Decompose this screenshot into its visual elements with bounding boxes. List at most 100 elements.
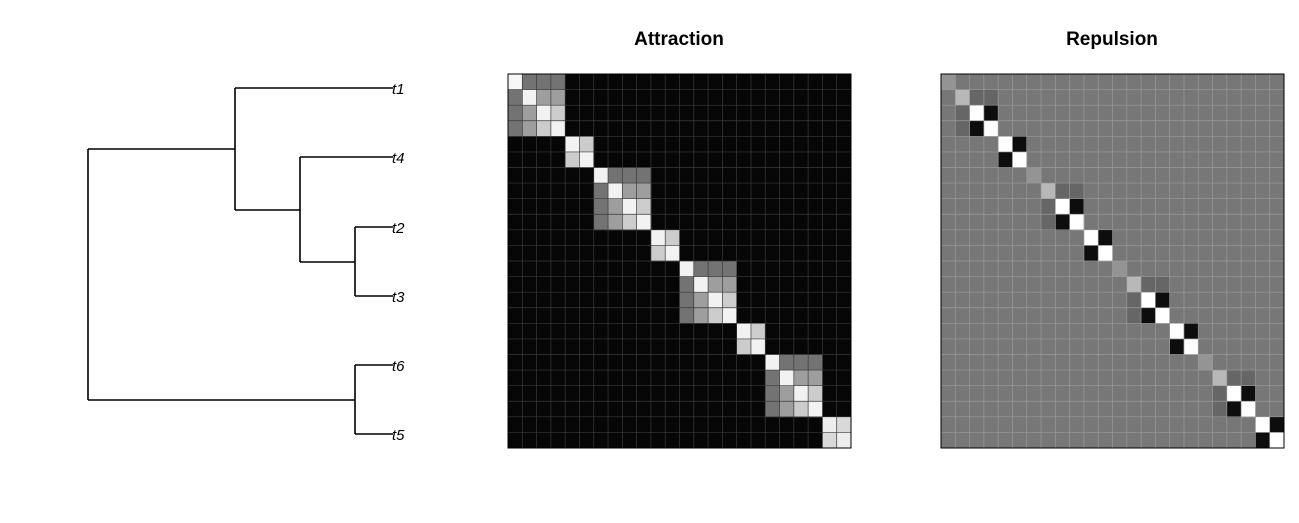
heatmap-cell <box>593 167 609 184</box>
heatmap-cell <box>955 89 970 106</box>
heatmap-cell <box>983 89 999 106</box>
heatmap-cell <box>1098 245 1113 262</box>
heatmap-cell <box>765 385 780 402</box>
heatmap-cell <box>808 401 823 418</box>
heatmap-cell <box>808 370 823 386</box>
heatmap-cell <box>508 74 523 90</box>
heatmap-cell <box>579 136 595 153</box>
heatmap-cell <box>650 245 666 262</box>
heatmap-cell <box>1126 292 1142 309</box>
tip-label-t4: t4 <box>392 150 405 167</box>
heatmap-cell <box>1041 214 1056 231</box>
tip-label-t1: t1 <box>392 81 405 98</box>
heatmap-cell <box>593 198 609 215</box>
heatmap-cell <box>1098 229 1113 246</box>
heatmap-cell <box>822 416 838 433</box>
heatmap-cell <box>550 89 566 106</box>
heatmap-cell <box>1112 261 1128 277</box>
heatmap-cell <box>636 214 652 231</box>
heatmap-cell <box>1041 198 1056 215</box>
heatmap-cell <box>1141 292 1156 309</box>
heatmap-cell <box>1069 214 1085 231</box>
heatmap-cell <box>1026 167 1042 184</box>
heatmap-cell <box>793 385 809 402</box>
heatmap-cell <box>650 229 666 246</box>
heatmap-cell <box>1055 214 1070 231</box>
heatmap-cell <box>1169 338 1185 355</box>
heatmap-cell <box>636 198 652 215</box>
attraction-title: Attraction <box>634 29 724 50</box>
heatmap-cell <box>565 151 580 168</box>
heatmap-cell <box>1212 370 1228 386</box>
heatmap-cell <box>1083 229 1099 246</box>
heatmap-cell <box>969 105 985 122</box>
heatmap-cell <box>636 183 652 199</box>
heatmap-cell <box>722 292 737 309</box>
heatmap-cell <box>1126 276 1142 293</box>
heatmap-cell <box>1069 183 1085 199</box>
heatmap-cell <box>1212 401 1228 418</box>
heatmap-cell <box>1055 198 1070 215</box>
heatmap-cell <box>808 385 823 402</box>
heatmap-cell <box>1226 401 1242 418</box>
heatmap-cell <box>536 105 552 122</box>
heatmap-cell <box>779 401 795 418</box>
heatmap-cell <box>765 354 780 371</box>
heatmap-cell <box>793 370 809 386</box>
heatmap-cell <box>593 214 609 231</box>
heatmap-cell <box>1012 136 1028 153</box>
heatmap-cell <box>1126 307 1142 324</box>
heatmap-cell <box>636 167 652 184</box>
heatmap-cell <box>983 105 999 122</box>
heatmap-cell <box>1269 416 1285 433</box>
tree-tip-labels: t1 t4 t2 t3 t6 t5 <box>392 81 405 444</box>
heatmap-cell <box>1155 307 1170 324</box>
heatmap-cell <box>1212 385 1228 402</box>
heatmap-cell <box>679 261 695 277</box>
heatmap-cell <box>1241 401 1256 418</box>
tip-label-t5: t5 <box>392 427 405 444</box>
heatmap-cell <box>679 307 695 324</box>
heatmap-cell <box>522 74 537 90</box>
tip-label-t2: t2 <box>392 220 405 237</box>
heatmap-cell <box>522 105 537 122</box>
heatmap-cell <box>508 89 523 106</box>
heatmap-cell <box>693 261 709 277</box>
heatmap-cell <box>736 338 752 355</box>
heatmap-cell <box>1241 385 1256 402</box>
heatmap-frame <box>940 73 1285 449</box>
heatmap-cell <box>793 354 809 371</box>
tip-label-t6: t6 <box>392 358 405 375</box>
heatmap-cell <box>836 432 852 449</box>
heatmap-cell <box>622 167 637 184</box>
heatmap-cell <box>969 120 985 137</box>
heatmap-cell <box>708 276 723 293</box>
phylogenetic-tree <box>87 87 393 435</box>
heatmap-cell <box>969 89 985 106</box>
heatmap-cell <box>1226 370 1242 386</box>
heatmap-cell <box>822 432 838 449</box>
heatmap-cell <box>1141 307 1156 324</box>
heatmap-cell <box>1255 432 1271 449</box>
heatmap-cell <box>536 74 552 90</box>
heatmap-cell <box>1141 276 1156 293</box>
heatmap-cell <box>608 183 623 199</box>
heatmap-cell <box>793 401 809 418</box>
heatmap-cell <box>693 292 709 309</box>
heatmap-cell <box>708 292 723 309</box>
heatmap-cell <box>608 167 623 184</box>
heatmap-cell <box>955 120 970 137</box>
heatmap-cell <box>998 151 1013 168</box>
repulsion-heatmap <box>940 73 1285 449</box>
heatmap-cell <box>955 105 970 122</box>
heatmap-cell <box>722 307 737 324</box>
heatmap-cell <box>1226 385 1242 402</box>
heatmap-cell <box>622 183 637 199</box>
heatmap-cell <box>722 276 737 293</box>
heatmap-cell <box>565 136 580 153</box>
heatmap-cell <box>522 89 537 106</box>
heatmap-cell <box>693 276 709 293</box>
heatmap-cell <box>550 74 566 90</box>
heatmap-cell <box>508 120 523 137</box>
